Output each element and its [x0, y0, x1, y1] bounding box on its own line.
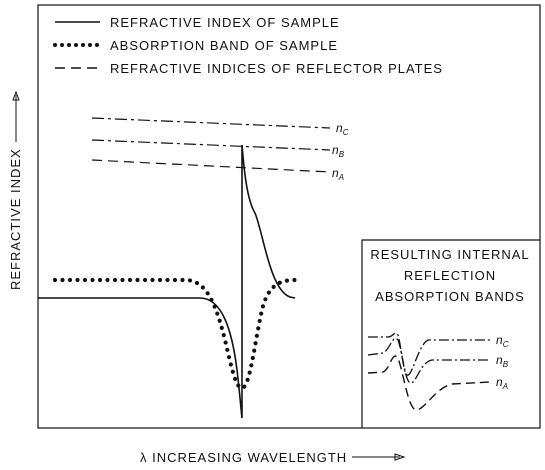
- inset-frame: [361, 239, 540, 428]
- symbol: n: [332, 166, 339, 180]
- y-axis-arrowhead: [12, 90, 20, 101]
- inset-label: nB: [496, 353, 509, 369]
- y-axis-label: REFRACTIVE INDEX: [8, 148, 23, 290]
- symbol: n: [336, 121, 343, 135]
- inset-title: REFLECTION: [404, 268, 496, 283]
- inset-curve-a: [367, 355, 491, 411]
- subscript: C: [343, 128, 349, 137]
- frame: [37, 4, 541, 429]
- x-axis-arrowhead: [394, 453, 406, 461]
- inset-label: nA: [496, 375, 508, 391]
- symbol: n: [496, 353, 503, 367]
- inset-title: RESULTING INTERNAL: [370, 247, 529, 262]
- legend-label: REFRACTIVE INDICES OF REFLECTOR PLATES: [110, 61, 443, 76]
- subscript: A: [338, 173, 344, 182]
- inset-curve-b: [367, 337, 490, 384]
- plate-label: nC: [336, 121, 349, 137]
- legend-label: REFRACTIVE INDEX OF SAMPLE: [110, 15, 340, 30]
- subscript: B: [503, 360, 509, 369]
- symbol: n: [332, 143, 339, 157]
- plate-line-b: [91, 139, 331, 151]
- subscript: A: [502, 382, 508, 391]
- absorption-band: [52, 277, 298, 391]
- plate-line-c: [91, 117, 331, 129]
- inset-title: ABSORPTION BANDS: [375, 289, 525, 304]
- plate-label: nB: [332, 143, 345, 159]
- plate-label: nA: [332, 166, 344, 182]
- legend-label: ABSORPTION BAND OF SAMPLE: [110, 38, 338, 53]
- x-axis-label: λ INCREASING WAVELENGTH: [140, 450, 347, 465]
- symbol: n: [496, 375, 503, 389]
- symbol: n: [496, 333, 503, 347]
- plate-line-a: [91, 159, 331, 173]
- inset-label: nC: [496, 333, 509, 349]
- subscript: B: [339, 150, 345, 159]
- subscript: C: [503, 340, 509, 349]
